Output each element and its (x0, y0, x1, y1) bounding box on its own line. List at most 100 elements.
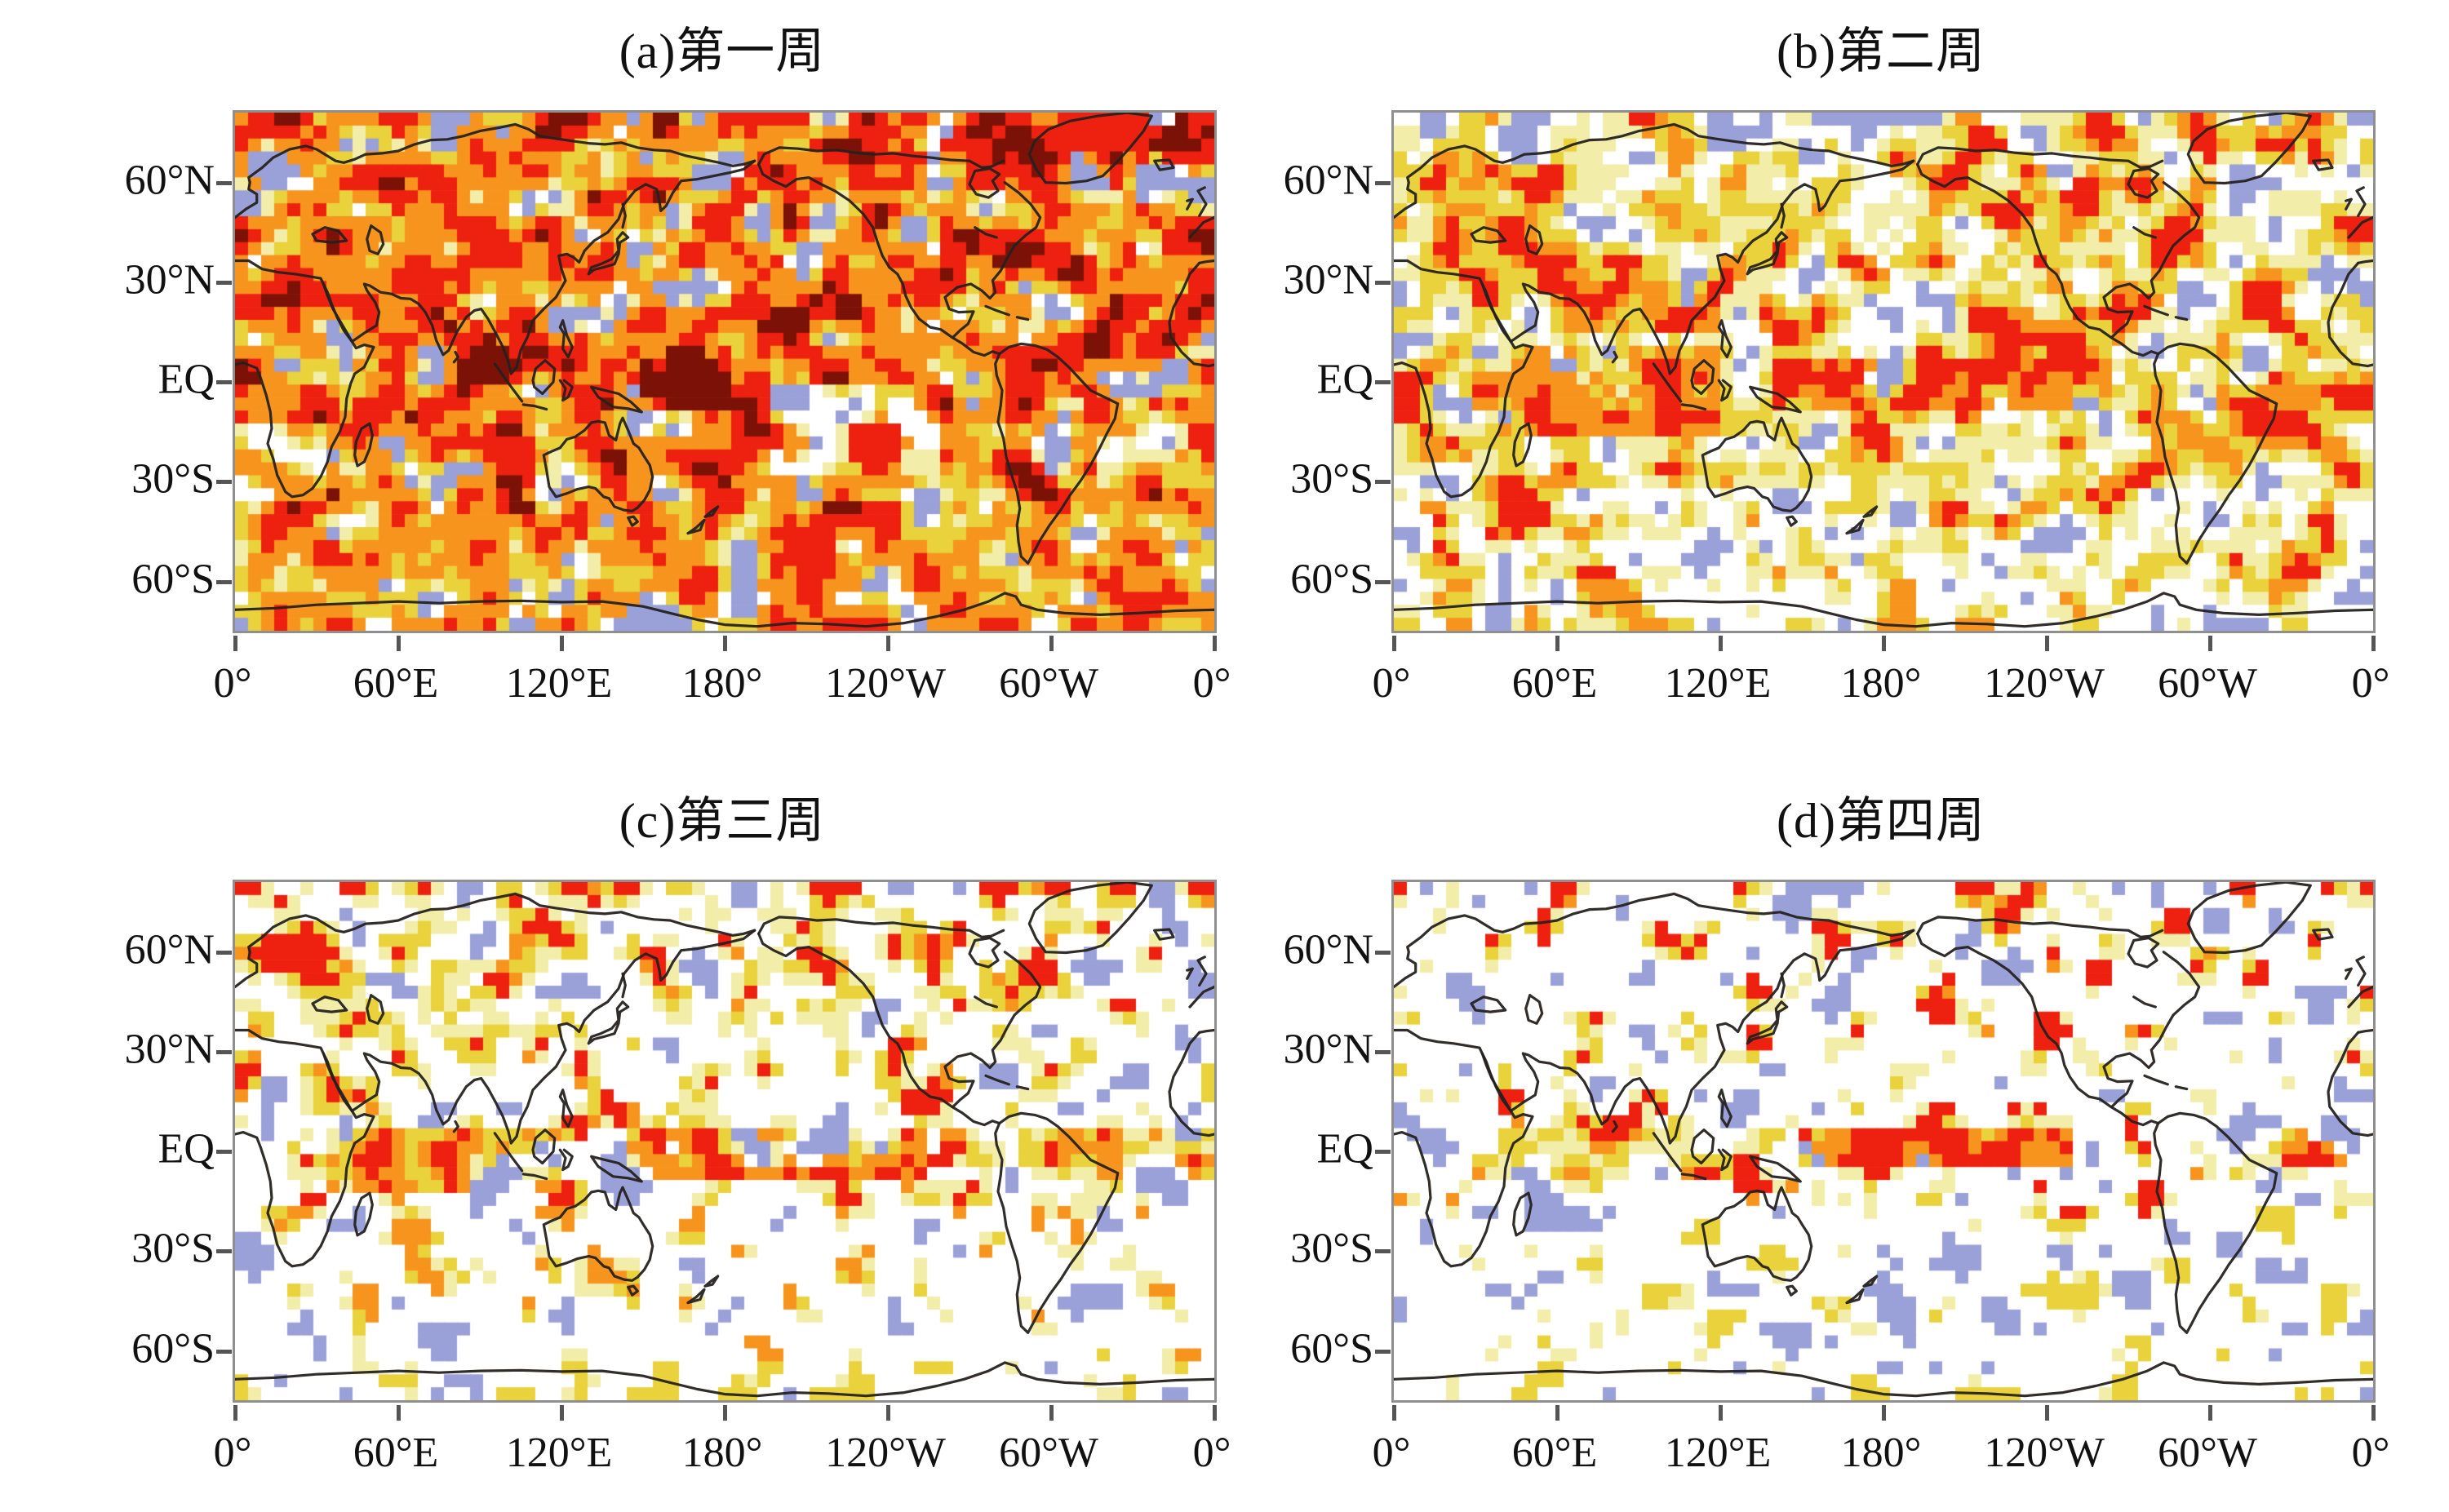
map-plot (216, 110, 1217, 651)
lon-tick-mark (560, 636, 564, 651)
map-plot (1375, 880, 2376, 1421)
lat-tick-label: 60°S (1290, 556, 1373, 603)
lat-tick-label: 60°N (1283, 157, 1373, 204)
lon-tick-label: 60°E (353, 1430, 439, 1476)
lat-tick-mark (216, 480, 232, 485)
lon-tick-label: 60°W (2158, 660, 2257, 707)
lon-tick-mark (886, 1405, 890, 1421)
lat-tick-mark (216, 950, 232, 955)
lon-tick-mark (2208, 1405, 2212, 1421)
coastline-overlay (1394, 882, 2373, 1398)
lat-tick-label: 60°N (1283, 926, 1373, 973)
lon-tick-label: 0° (1372, 1430, 1411, 1476)
lon-tick-label: 120°E (1664, 660, 1772, 707)
lat-tick-mark (1375, 1049, 1391, 1054)
lon-tick-mark (1719, 1405, 1723, 1421)
lat-tick-label: 30°S (131, 1225, 215, 1272)
lon-tick-label: 120°W (1984, 660, 2105, 707)
lon-tick-label: 0° (213, 660, 252, 707)
lon-tick-mark (2045, 636, 2049, 651)
lon-tick-label: 120°W (825, 1430, 946, 1476)
lon-tick-label: 180° (681, 660, 763, 707)
lon-tick-label: 60°E (353, 660, 439, 707)
panel-title: (b)第二周 (1777, 24, 1985, 78)
heatmap-raster (235, 113, 1214, 631)
lat-tick-mark (1375, 1150, 1391, 1155)
lon-tick-label: 0° (1372, 660, 1411, 707)
panel-week3: (c)第三周 60°N 30°N EQ 30°S 60°S 0° 60°E 120°E 180°… (0, 769, 1290, 1512)
lat-tick-label: 60°N (124, 157, 215, 204)
heatmap-raster (1394, 882, 2373, 1400)
lon-tick-label: 180° (681, 1430, 763, 1476)
lon-tick-label: 60°E (1511, 660, 1598, 707)
map-plot (1375, 110, 2376, 651)
lon-tick-mark (1213, 636, 1217, 651)
lon-tick-label: 120°W (1984, 1430, 2105, 1476)
lon-tick-mark (1392, 1405, 1396, 1421)
lat-tick-mark (1375, 579, 1391, 584)
map-plot (216, 880, 1217, 1421)
lon-tick-label: 120°E (505, 660, 613, 707)
lon-tick-label: 60°E (1511, 1430, 1598, 1476)
lon-tick-label: 120°W (825, 660, 946, 707)
lon-tick-mark (886, 636, 890, 651)
lon-tick-mark (2045, 1405, 2049, 1421)
lon-tick-mark (1882, 1405, 1886, 1421)
lon-tick-mark (1555, 1405, 1559, 1421)
panel-week1: (a)第一周 60°N 30°N EQ 30°S 60°S 0° 60°E 120°E 180°… (0, 0, 1290, 743)
heatmap-raster (1394, 113, 2373, 631)
lat-tick-label: 60°S (131, 556, 215, 603)
lat-tick-mark (1375, 1349, 1391, 1354)
lon-tick-label: 120°E (1664, 1430, 1772, 1476)
lat-tick-mark (1375, 480, 1391, 485)
lon-tick-mark (723, 1405, 727, 1421)
lon-tick-label: 120°E (505, 1430, 613, 1476)
lon-tick-mark (1555, 636, 1559, 651)
lon-tick-label: 0° (1192, 1430, 1231, 1476)
lon-tick-mark (1392, 636, 1396, 651)
lon-tick-mark (1719, 636, 1723, 651)
lat-tick-mark (216, 280, 232, 285)
lon-tick-mark (397, 1405, 401, 1421)
lon-tick-mark (233, 1405, 237, 1421)
lat-tick-label: 30°N (1283, 256, 1373, 304)
lat-tick-label: EQ (1316, 356, 1373, 403)
lon-tick-label: 60°W (999, 1430, 1098, 1476)
panel-title: (a)第一周 (619, 24, 826, 78)
lat-tick-label: 30°N (124, 256, 215, 304)
lat-tick-label: EQ (157, 356, 215, 403)
lon-tick-mark (2208, 636, 2212, 651)
lon-tick-mark (233, 636, 237, 651)
lat-tick-mark (1375, 950, 1391, 955)
lon-tick-label: 180° (1840, 1430, 1922, 1476)
lat-tick-mark (216, 180, 232, 185)
heatmap-raster (235, 882, 1214, 1400)
lat-tick-mark (216, 1049, 232, 1054)
coastline-overlay (1394, 113, 2373, 628)
lat-tick-label: 60°S (131, 1325, 215, 1372)
coastline-overlay (235, 882, 1214, 1398)
lon-tick-label: 180° (1840, 660, 1922, 707)
lat-tick-mark (1375, 380, 1391, 385)
lon-tick-label: 0° (213, 1430, 252, 1476)
lat-tick-label: EQ (1316, 1125, 1373, 1173)
lat-tick-label: 30°S (1290, 1225, 1373, 1272)
lon-tick-label: 0° (2351, 660, 2390, 707)
lat-tick-label: 60°N (124, 926, 215, 973)
lon-tick-mark (1049, 636, 1054, 651)
lat-tick-mark (216, 1249, 232, 1254)
lat-tick-mark (1375, 1249, 1391, 1254)
lon-tick-mark (723, 636, 727, 651)
lat-tick-label: 30°N (1283, 1026, 1373, 1073)
lon-tick-label: 60°W (999, 660, 1098, 707)
lat-tick-label: EQ (157, 1125, 215, 1173)
lon-tick-mark (560, 1405, 564, 1421)
lat-tick-label: 30°N (124, 1026, 215, 1073)
panel-title: (d)第四周 (1777, 794, 1985, 848)
lon-tick-label: 0° (2351, 1430, 2390, 1476)
lat-tick-label: 30°S (131, 455, 215, 503)
lat-tick-mark (216, 579, 232, 584)
panel-week4: (d)第四周 60°N 30°N EQ 30°S 60°S 0° 60°E 120°E 180°… (1159, 769, 2449, 1512)
lat-tick-mark (216, 1349, 232, 1354)
lat-tick-label: 30°S (1290, 455, 1373, 503)
